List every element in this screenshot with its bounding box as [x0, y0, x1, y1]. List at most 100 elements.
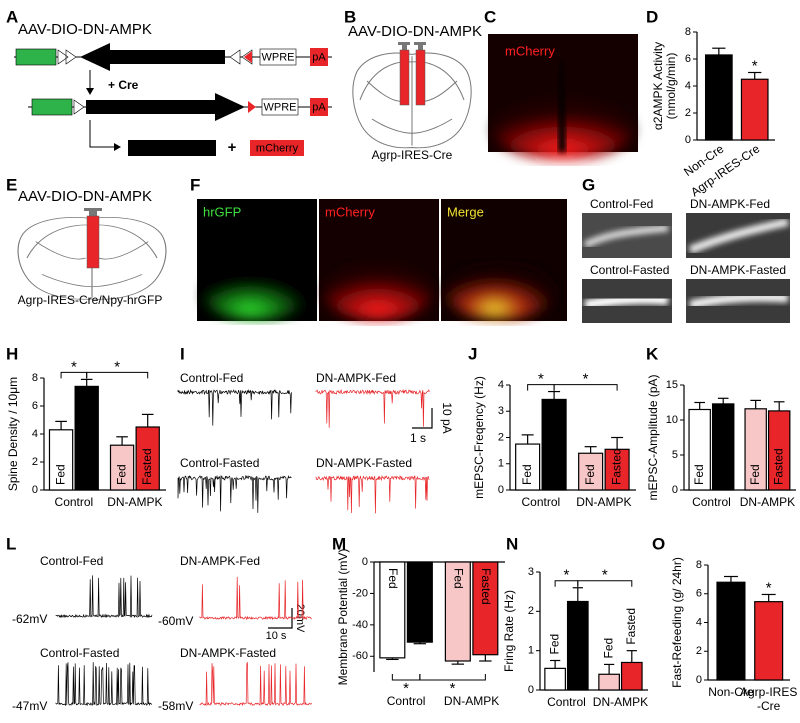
y-tick-label: 8 [32, 372, 38, 384]
error-bar [116, 436, 128, 446]
potential-label: -60mV [158, 614, 193, 628]
probe-cap [418, 45, 423, 50]
error-bar [761, 593, 776, 602]
mouse-label: Agrp-IRES-Cre [372, 148, 453, 162]
lox-site-red [244, 51, 252, 63]
dn-ampk-inverted [80, 43, 225, 71]
y-tick-label: 4 [32, 428, 38, 440]
y-tick-label: 2 [696, 645, 702, 657]
image-label: hrGFP [203, 204, 241, 219]
trace-label: Control-Fasted [40, 646, 119, 660]
trace-label: DN-AMPK-Fasted [316, 456, 412, 470]
group-label: DN-AMPK [444, 694, 499, 708]
panel-a: AAV-DIO-DN-AMPK WPRE pA + Cre WPRE pA + … [14, 21, 332, 156]
probe-cap [398, 42, 410, 45]
panel-letter: A [6, 7, 18, 26]
y-tick-label: 0 [696, 674, 702, 686]
y-tick-label: 4 [696, 616, 702, 628]
trace [315, 388, 430, 428]
panel-letter: J [468, 344, 477, 363]
error-bar [773, 401, 785, 411]
bar-label: Fed [452, 568, 466, 589]
construct-label: AAV-DIO-DN-AMPK [18, 21, 152, 38]
y-tick-label: 2 [528, 605, 534, 617]
group-label: DN-AMPK [107, 495, 162, 509]
cre-label: + Cre [108, 78, 139, 92]
bar [541, 398, 567, 491]
panel-letter: C [484, 7, 496, 26]
y-tick-label: 3 [498, 405, 504, 417]
bar [566, 600, 589, 691]
panel-letter: I [180, 344, 185, 363]
bar-label: Fed [601, 638, 615, 659]
error-bar [549, 659, 561, 669]
panel-f: hrGFP mCherry Merge [197, 199, 567, 321]
panel-i: Control-Fed DN-AMPK-Fed Control-Fasted D… [180, 371, 454, 470]
image-label: DN-AMPK-Fed [690, 197, 770, 211]
category-label: Non-Cre [708, 685, 754, 699]
group-label: DN-AMPK [740, 495, 795, 509]
y-tick-label: 10 [666, 414, 678, 426]
pa-box [310, 48, 328, 66]
y-tick-label: 8 [696, 559, 702, 571]
panel-letter: G [582, 175, 595, 194]
scale-label: 1 s [410, 431, 426, 445]
protein-mcherry [250, 140, 304, 156]
y-axis-label: mEPSC-Freqency (Hz) [472, 376, 486, 499]
panel-letter: O [652, 534, 665, 553]
group-label: Control [547, 695, 586, 709]
scale-label: 10 s [266, 630, 287, 642]
construct-label: AAV-DIO-DN-AMPK [18, 188, 152, 205]
y-tick-label: 2 [685, 107, 691, 119]
error-bar [712, 47, 726, 55]
panel-l: Control-Fed DN-AMPK-Fed Control-Fasted D… [12, 554, 306, 713]
image-label: mCherry [325, 204, 375, 219]
scale-label: 10 pA [440, 402, 454, 433]
y-axis-label: Fring Rate (Hz) [502, 590, 516, 672]
y-axis-label: Fast-Refeeding (g/ 24hr) [670, 557, 684, 688]
probe-cap [84, 208, 102, 211]
y-tick-label: -40 [352, 619, 368, 631]
error-bar [548, 390, 561, 400]
dn-ampk [86, 93, 245, 121]
lox-site-red [248, 101, 256, 113]
image-label: Merge [447, 204, 484, 219]
error-bar [723, 575, 738, 583]
panel-c: mCherry [488, 34, 638, 160]
arrow-head [86, 88, 94, 95]
bar [754, 601, 784, 681]
y-tick-label: 6 [685, 53, 691, 65]
y-axis-label: Spine Density / 10μm [6, 377, 20, 491]
group-label: Control [522, 495, 561, 509]
pa-box [310, 98, 328, 116]
trace [315, 474, 430, 514]
y-tick-label: 6 [32, 400, 38, 412]
y-tick-label: 0 [498, 484, 504, 496]
error-bar [626, 650, 637, 663]
bar-label: Fed [692, 464, 706, 485]
trace-label: Control-Fed [180, 371, 243, 385]
significance-bracket [577, 580, 633, 587]
y-axis-label: (nmol/g/min) [664, 53, 678, 120]
image-label: Control-Fed [590, 197, 653, 211]
micrograph-signal [445, 264, 555, 320]
dendrite [584, 294, 669, 310]
micrograph-ventricle [558, 60, 566, 152]
bar-label: Fasted [609, 448, 623, 485]
probe-cap [402, 45, 407, 50]
panel-g: Control-Fed DN-AMPK-Fed Control-Fasted D… [582, 197, 790, 323]
micrograph-signal [323, 264, 433, 320]
error-bar [603, 663, 615, 675]
significance-star: * [564, 567, 570, 584]
y-tick-label: 6 [696, 588, 702, 600]
panel-e: AAV-DIO-DN-AMPK Agrp-IRES-Cre/Npy-hrGFP [17, 188, 167, 307]
y-tick-label: 0 [672, 484, 678, 496]
scale-bar [268, 608, 293, 629]
error-bar [141, 413, 154, 427]
error-bar [521, 434, 534, 445]
significance-star: * [71, 358, 77, 375]
group-label: DN-AMPK [576, 495, 631, 509]
category-label: -Cre [757, 699, 781, 713]
lox-site [73, 99, 85, 115]
